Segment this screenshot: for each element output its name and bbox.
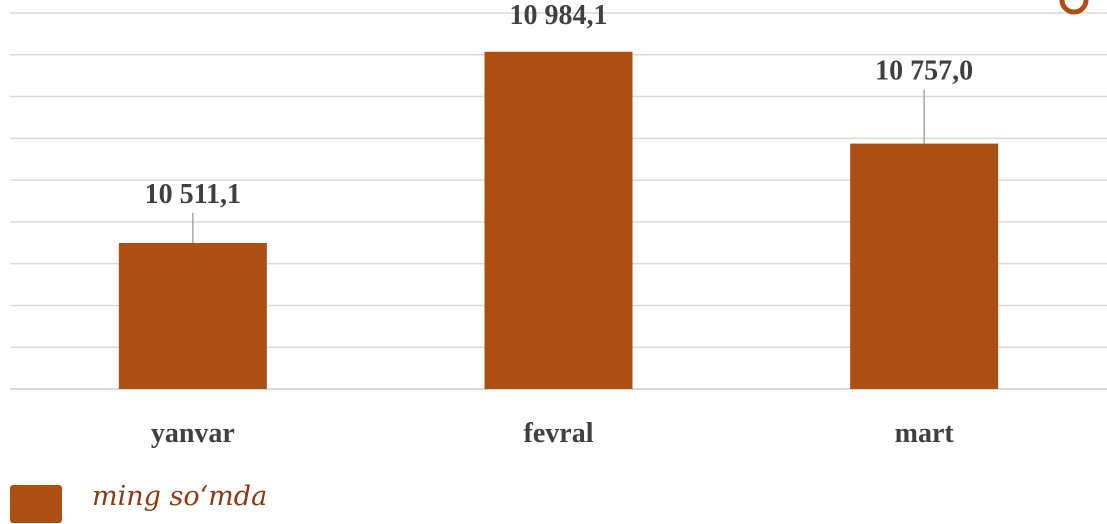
bar-yanvar xyxy=(118,243,267,389)
legend-swatch xyxy=(10,485,62,523)
data-labels: 10 511,1 10 984,1 10 757,0 xyxy=(145,0,974,210)
bar-chart: 10 511,1 10 984,1 10 757,0 yanvar fevral mar… xyxy=(10,0,1107,449)
bar-mart xyxy=(850,143,999,389)
category-label-mart: mart xyxy=(895,418,955,449)
data-label-fevral: 10 984,1 xyxy=(510,0,608,31)
leader-lines xyxy=(192,89,925,244)
category-labels: yanvar fevral mart xyxy=(151,418,955,449)
bars xyxy=(118,51,999,390)
data-label-yanvar: 10 511,1 xyxy=(145,179,241,210)
bar-fevral xyxy=(484,51,633,390)
category-label-fevral: fevral xyxy=(524,418,594,449)
category-label-yanvar: yanvar xyxy=(151,418,235,449)
legend-label: ming so‘mda xyxy=(92,480,268,512)
data-label-mart: 10 757,0 xyxy=(875,56,973,87)
legend: ming so‘mda xyxy=(10,480,268,524)
corner-mark-icon xyxy=(1059,0,1089,15)
